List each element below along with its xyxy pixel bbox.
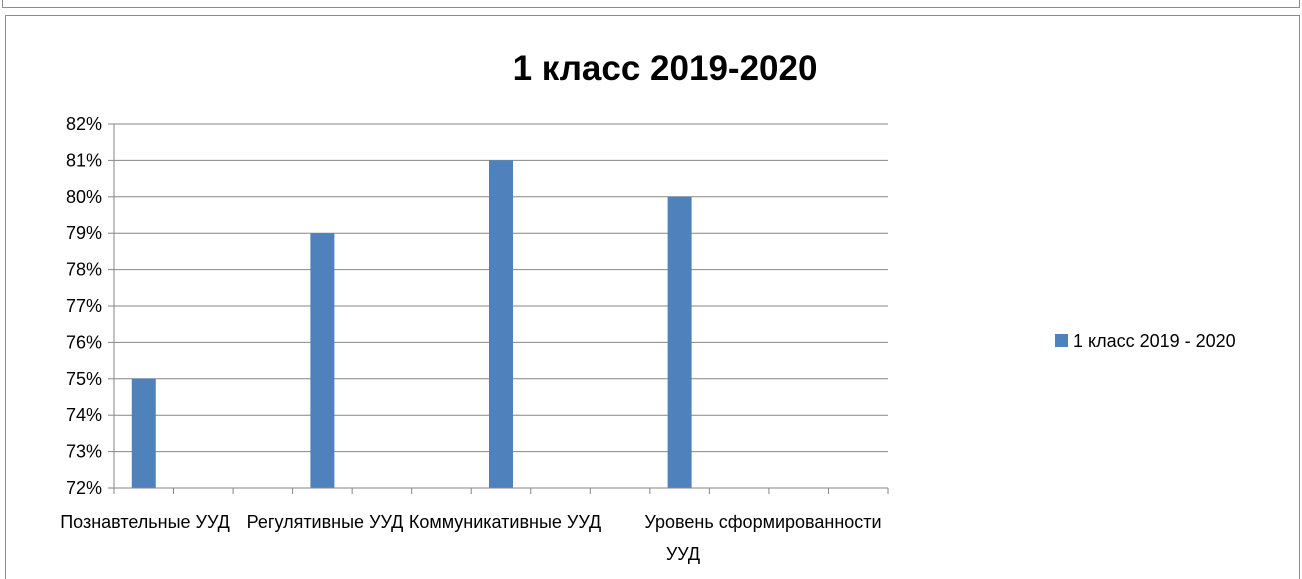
y-tick-label: 82%: [66, 114, 102, 134]
x-axis: [113, 124, 889, 494]
y-tick-label: 81%: [66, 150, 102, 170]
bar: [489, 160, 513, 488]
y-tick-label: 78%: [66, 260, 102, 280]
bars: [131, 160, 692, 489]
category-label: Уровень сформированности УУД: [644, 512, 881, 564]
chart-frame: [5, 15, 1300, 579]
bar: [310, 233, 335, 488]
legend: 1 класс 2019 - 2020: [1055, 331, 1236, 351]
y-tick-label: 73%: [66, 442, 102, 462]
y-tick-label: 76%: [66, 332, 102, 352]
y-axis-ticks: 72% 73% 74% 75% 76% 77% 78% 79% 80% 81% 82%: [66, 114, 114, 498]
y-tick-label: 75%: [66, 369, 102, 389]
category-label: Познавтельные УУД: [60, 512, 230, 532]
category-labels: Познавтельные УУД Регулятивные УУД Коммуни…: [60, 512, 881, 564]
category-label: Коммуникативные УУД: [409, 512, 601, 532]
bar: [667, 196, 692, 489]
category-label: Регулятивные УУД: [247, 512, 404, 532]
top-window-strip: [2, 0, 1300, 8]
chart-title: 1 класс 2019-2020: [513, 49, 818, 88]
y-tick-label: 72%: [66, 478, 102, 498]
bar: [131, 378, 156, 488]
legend-label: 1 класс 2019 - 2020: [1073, 331, 1236, 351]
y-tick-label: 77%: [66, 296, 102, 316]
y-tick-label: 79%: [66, 223, 102, 243]
y-tick-label: 80%: [66, 187, 102, 207]
legend-swatch: [1055, 334, 1068, 347]
y-tick-label: 74%: [66, 405, 102, 425]
